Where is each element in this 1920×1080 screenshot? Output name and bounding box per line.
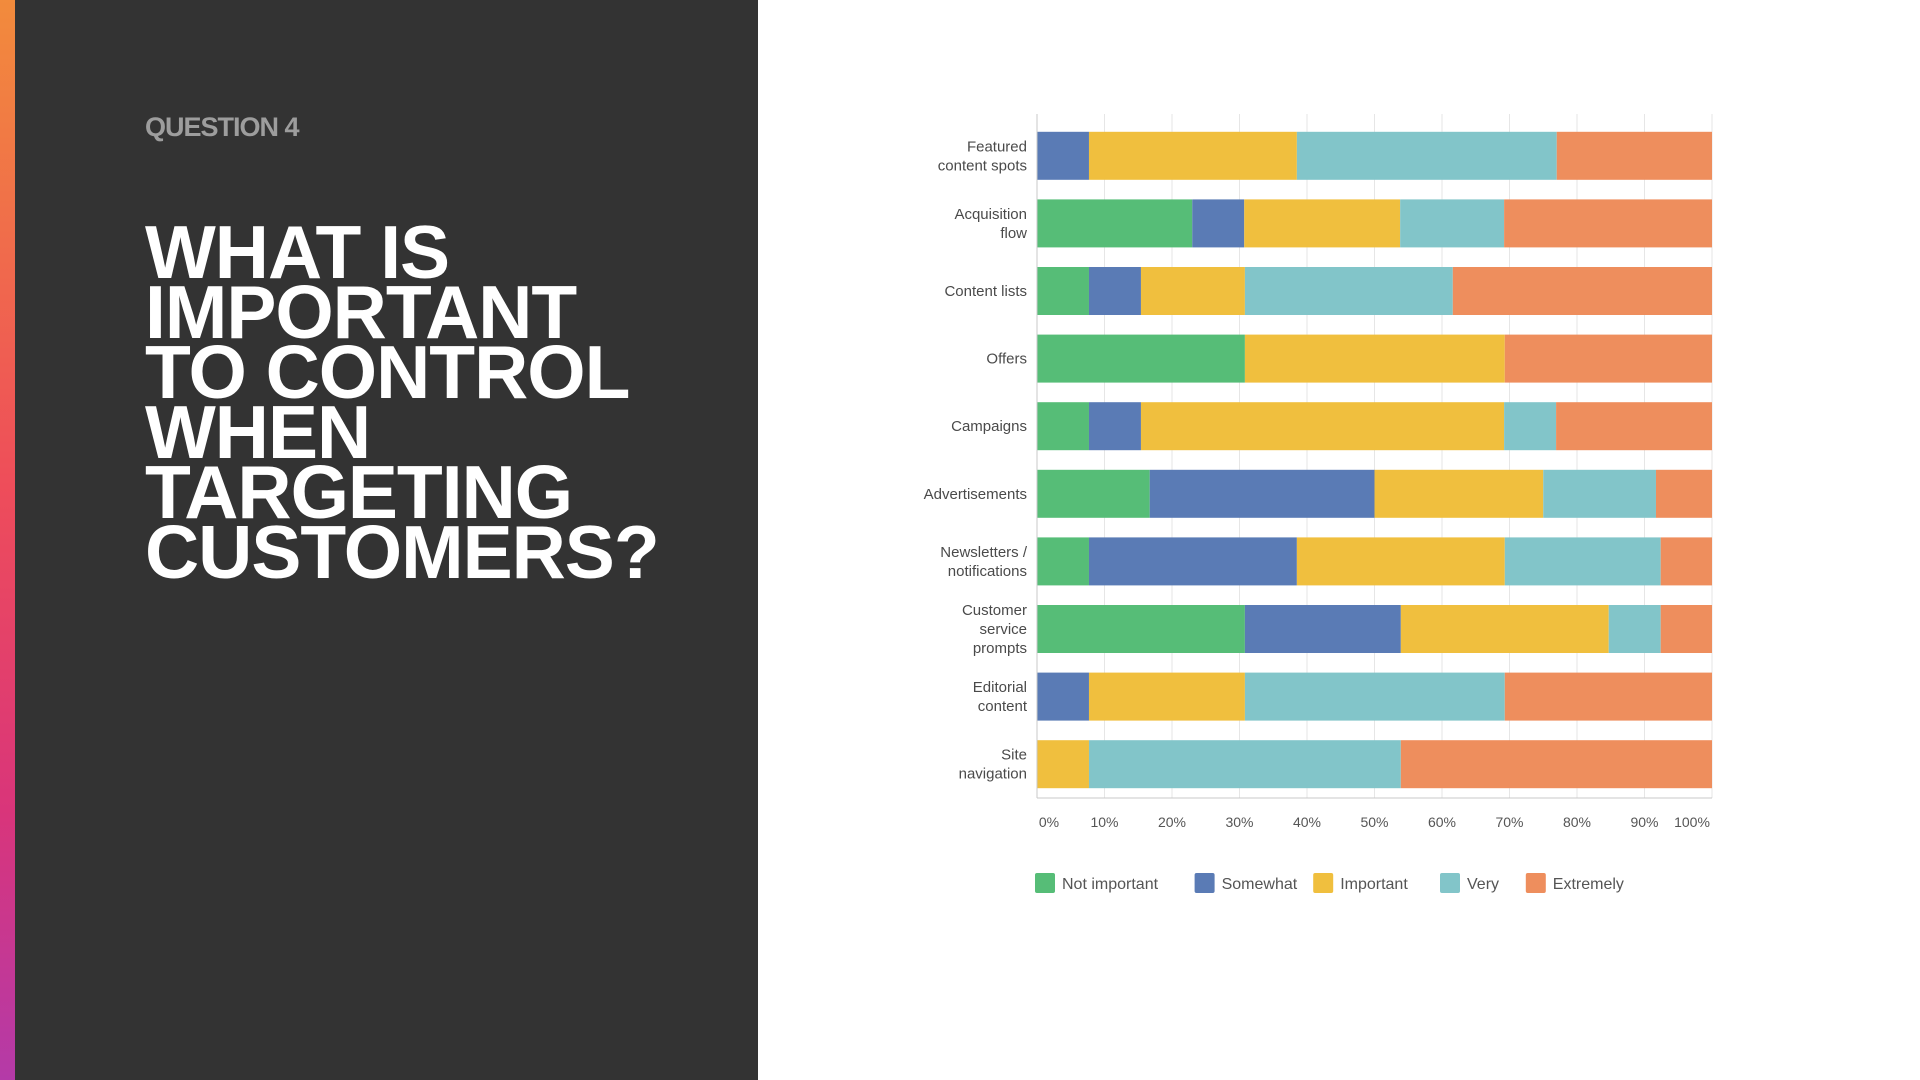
category-label: notifications [948, 563, 1027, 580]
stacked-bar-chart: Featured content spots Acquisition flow Cont… [924, 114, 1713, 893]
bar-segment [1088, 740, 1401, 789]
bar-segment [1088, 131, 1297, 180]
category-label: Content lists [944, 283, 1027, 300]
legend-swatch [1313, 873, 1334, 893]
category-label: Site [1001, 747, 1027, 764]
bar-segment [1088, 537, 1297, 586]
bar-segment [1037, 469, 1150, 518]
category-label: Campaigns [951, 418, 1027, 435]
legend-label: Important [1340, 876, 1408, 893]
x-tick-label: 20% [1158, 814, 1186, 830]
bar-segment [1400, 740, 1712, 789]
bar-segment [1452, 267, 1712, 315]
legend-label: Extremely [1553, 876, 1624, 893]
x-tick-label: 50% [1360, 814, 1388, 830]
bar-segment [1037, 334, 1245, 383]
bar-segment [1556, 131, 1712, 180]
legend-swatch [1440, 873, 1460, 893]
x-tick-label: 70% [1495, 814, 1523, 830]
bar-segment [1504, 199, 1712, 248]
x-tick-label: 80% [1563, 814, 1591, 830]
category-label: flow [1000, 225, 1027, 242]
category-label: Customer [962, 602, 1027, 619]
bar-segment [1037, 199, 1193, 248]
x-tick-label: 30% [1225, 814, 1253, 830]
legend-swatch [1035, 873, 1055, 893]
legend-label: Somewhat [1222, 876, 1298, 893]
legend-label: Not important [1062, 876, 1159, 893]
bar-segment [1244, 267, 1453, 315]
bar-segment [1037, 131, 1089, 180]
question-label: QUESTION 4 [145, 112, 300, 142]
category-label: content [978, 698, 1028, 715]
bar-segment [1660, 605, 1712, 653]
bar-segment [1037, 605, 1245, 653]
bar-segment [1037, 740, 1089, 789]
x-tick-label: 40% [1293, 814, 1321, 830]
bar-segment [1400, 199, 1505, 248]
bar-segment [1088, 672, 1245, 721]
category-label: service [979, 621, 1027, 638]
legend-label: Very [1467, 876, 1499, 893]
category-label: prompts [973, 640, 1027, 657]
category-label: Offers [986, 351, 1027, 368]
x-tick-label: 0% [1039, 814, 1059, 830]
bar-segment [1037, 537, 1089, 586]
category-label: Editorial [973, 679, 1027, 696]
legend-swatch [1525, 873, 1546, 893]
bar-segment [1374, 469, 1544, 518]
category-label: Featured [967, 138, 1027, 155]
category-label: Acquisition [954, 206, 1027, 223]
bar-segment [1140, 402, 1505, 451]
bar-segment [1037, 402, 1089, 451]
x-tick-label: 90% [1630, 814, 1658, 830]
bar-segment [1244, 605, 1401, 653]
x-tick-label: 100% [1674, 814, 1710, 830]
bar-segment [1556, 402, 1712, 451]
bar-segment [1037, 672, 1089, 721]
bar-segment [1140, 267, 1245, 315]
bar-segment [1296, 537, 1505, 586]
category-label: Newsletters / [940, 544, 1028, 561]
bar-segment [1655, 469, 1712, 518]
bar-segment [1088, 402, 1141, 451]
bar-segment [1504, 402, 1557, 451]
bar-segment [1504, 672, 1712, 721]
bar-segment [1400, 605, 1609, 653]
bar-segment [1192, 199, 1245, 248]
bar-segment [1088, 267, 1141, 315]
category-label: navigation [959, 766, 1027, 783]
x-tick-label: 10% [1090, 814, 1118, 830]
accent-gradient-bar [0, 0, 15, 1080]
category-label: Advertisements [924, 486, 1027, 503]
x-tick-label: 60% [1428, 814, 1456, 830]
bar-segment [1244, 672, 1505, 721]
bar-segment [1244, 199, 1401, 248]
bar-segment [1149, 469, 1375, 518]
bar-segment [1608, 605, 1661, 653]
legend-swatch [1194, 873, 1215, 893]
bar-segment [1296, 131, 1557, 180]
title-panel: QUESTION 4 WHAT IS IMPORTANT TO CONTROL … [0, 0, 758, 1080]
bar-segment [1660, 537, 1712, 586]
bar-segment [1504, 537, 1661, 586]
bar-segment [1543, 469, 1656, 518]
slide-headline: WHAT IS IMPORTANT TO CONTROL WHEN TARGET… [145, 210, 660, 594]
bar-segment [1504, 334, 1712, 383]
bar-segment [1244, 334, 1505, 383]
category-label: content spots [938, 157, 1027, 174]
bar-segment [1037, 267, 1089, 315]
